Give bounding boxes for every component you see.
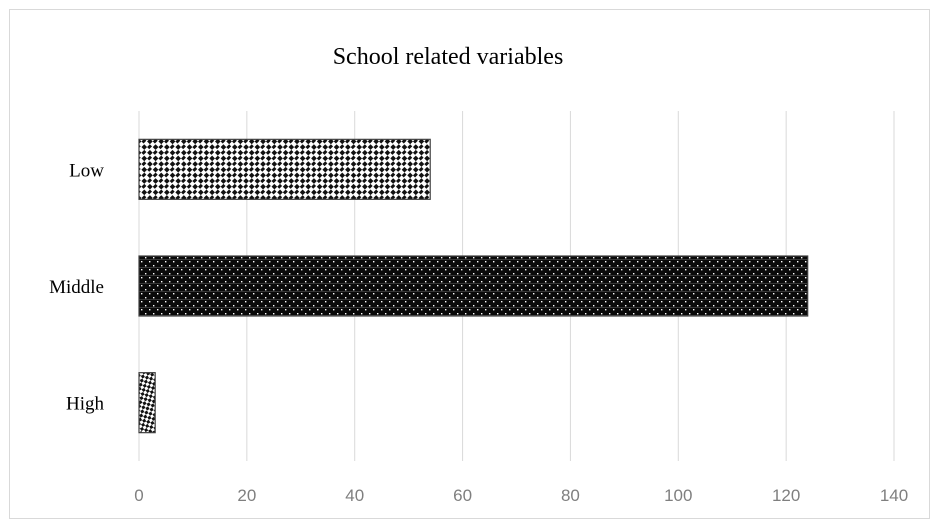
category-labels: Low Middle High (49, 160, 104, 414)
category-label: Middle (49, 277, 104, 298)
x-tick-label: 60 (453, 486, 472, 505)
x-tick-label: 0 (134, 486, 143, 505)
x-axis-tick-labels: 0 20 40 60 80 100 120 140 (134, 486, 908, 505)
bar-middle (138, 255, 809, 317)
bar-low (138, 138, 431, 200)
x-tick-label: 140 (880, 486, 908, 505)
x-tick-label: 20 (237, 486, 256, 505)
x-tick-label: 100 (664, 486, 692, 505)
chart-title: School related variables (333, 44, 564, 70)
bars (138, 138, 809, 434)
x-tick-label: 80 (561, 486, 580, 505)
x-tick-label: 120 (772, 486, 800, 505)
category-label: Low (69, 160, 104, 181)
category-label: High (66, 394, 105, 415)
x-tick-label: 40 (345, 486, 364, 505)
bar-high (138, 372, 156, 434)
